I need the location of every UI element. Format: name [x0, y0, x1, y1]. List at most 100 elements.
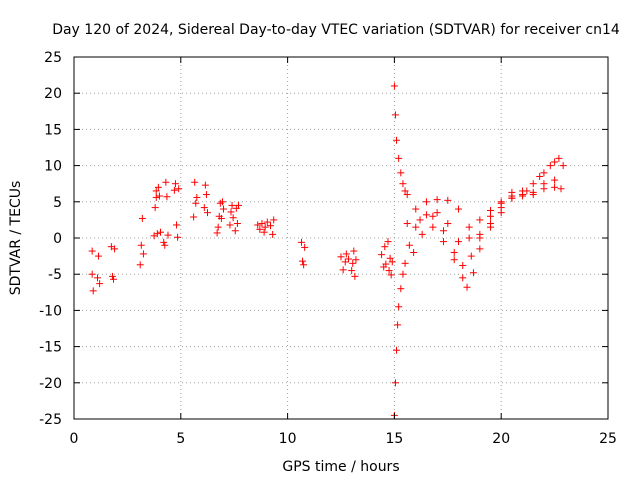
data-point — [160, 238, 168, 246]
data-point — [153, 230, 161, 238]
data-point — [508, 194, 516, 202]
y-tick-label: 5 — [53, 195, 62, 211]
data-point — [399, 270, 407, 278]
data-point — [192, 199, 200, 207]
y-axis-label: SDTVAR / TECUs — [8, 181, 24, 296]
x-tick-label: 0 — [70, 431, 79, 447]
data-point — [228, 201, 236, 209]
data-point — [412, 205, 420, 213]
data-point — [301, 243, 309, 251]
data-point — [191, 178, 199, 186]
data-point — [152, 187, 160, 195]
data-point — [161, 241, 169, 249]
data-point — [154, 183, 162, 191]
y-tick-label: 25 — [44, 50, 62, 66]
data-point — [261, 223, 269, 231]
data-point — [540, 185, 548, 193]
data-point — [171, 180, 179, 188]
y-tick-label: 0 — [53, 231, 62, 247]
data-point — [217, 214, 225, 222]
data-point — [93, 274, 101, 282]
data-point — [422, 198, 430, 206]
data-point — [157, 228, 165, 236]
data-point — [270, 216, 278, 224]
x-tick-label: 20 — [492, 431, 510, 447]
data-point — [487, 223, 495, 231]
data-point — [202, 191, 210, 199]
axis-ticks: 0 5 10 15 20 25 -25 -20 -15 -10 -5 0 5 10 15 20 25 — [39, 50, 617, 447]
data-point — [348, 267, 356, 275]
data-point — [476, 245, 484, 253]
data-point — [137, 241, 145, 249]
data-point — [190, 213, 198, 221]
data-point — [429, 212, 437, 220]
data-point — [220, 205, 228, 213]
data-point — [529, 180, 537, 188]
data-point — [487, 212, 495, 220]
y-tick-label: -15 — [39, 340, 62, 356]
data-point — [536, 172, 544, 180]
data-point — [300, 261, 308, 269]
data-point — [200, 204, 208, 212]
data-point — [258, 220, 266, 228]
data-point — [540, 169, 548, 177]
data-point — [385, 267, 393, 275]
data-point — [108, 272, 116, 280]
data-point — [342, 250, 350, 258]
data-point — [476, 230, 484, 238]
data-point — [395, 303, 403, 311]
data-point — [440, 238, 448, 246]
y-tick-label: 10 — [44, 159, 62, 175]
data-point — [214, 223, 222, 231]
data-point — [450, 256, 458, 264]
data-point — [299, 257, 307, 265]
data-point — [401, 259, 409, 267]
data-point — [559, 162, 567, 170]
data-point — [391, 379, 399, 387]
data-point — [341, 258, 349, 266]
grid-lines — [74, 57, 608, 419]
data-point — [378, 251, 386, 259]
data-point — [465, 234, 473, 242]
data-point — [162, 178, 170, 186]
data-point — [412, 223, 420, 231]
data-point — [551, 158, 559, 166]
data-point — [201, 181, 209, 189]
data-point — [399, 180, 407, 188]
data-point — [163, 193, 171, 201]
data-point — [136, 261, 144, 269]
data-point — [422, 211, 430, 219]
data-point — [337, 253, 345, 261]
data-point — [352, 256, 360, 264]
data-point — [403, 220, 411, 228]
data-point — [155, 192, 163, 200]
data-point — [386, 254, 394, 262]
data-point — [388, 258, 396, 266]
data-points — [88, 82, 567, 419]
data-point — [397, 285, 405, 293]
data-point — [170, 186, 178, 194]
data-point — [351, 272, 359, 280]
y-tick-label: -20 — [39, 376, 62, 392]
data-point — [263, 218, 271, 226]
data-point — [89, 287, 97, 295]
data-point — [469, 269, 477, 277]
data-point — [459, 262, 467, 270]
data-point — [175, 185, 183, 193]
y-tick-label: -25 — [39, 412, 62, 428]
data-point — [233, 220, 241, 228]
data-point — [433, 209, 441, 217]
data-point — [213, 229, 221, 237]
data-point — [459, 274, 467, 282]
data-point — [497, 199, 505, 207]
x-tick-label: 15 — [385, 431, 403, 447]
data-point — [384, 238, 392, 246]
y-tick-label: -5 — [48, 267, 62, 283]
data-point — [401, 187, 409, 195]
data-point — [226, 221, 234, 229]
data-point — [465, 223, 473, 231]
data-point — [440, 227, 448, 235]
y-tick-label: 15 — [44, 122, 62, 138]
y-tick-label: 20 — [44, 86, 62, 102]
